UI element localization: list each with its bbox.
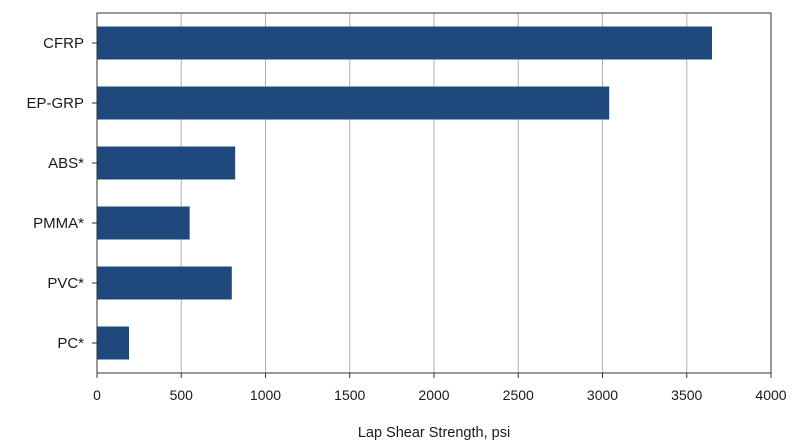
bar bbox=[97, 266, 232, 300]
x-tick-label: 2000 bbox=[418, 387, 449, 403]
x-tick-label: 0 bbox=[93, 387, 101, 403]
category-label: ABS* bbox=[48, 155, 84, 172]
bar bbox=[97, 146, 236, 180]
x-tick-label: 500 bbox=[170, 387, 194, 403]
x-tick-label: 3000 bbox=[587, 387, 618, 403]
category-label: PC* bbox=[57, 335, 84, 352]
bar bbox=[97, 86, 610, 120]
x-tick-label: 2500 bbox=[503, 387, 534, 403]
x-tick-label: 4000 bbox=[755, 387, 786, 403]
category-label: PVC* bbox=[47, 275, 84, 292]
x-axis-title: Lap Shear Strength, psi bbox=[358, 425, 510, 441]
bar bbox=[97, 326, 130, 360]
bar bbox=[97, 26, 713, 60]
category-label: PMMA* bbox=[33, 215, 84, 232]
bars bbox=[97, 26, 713, 360]
x-tick-label: 1000 bbox=[250, 387, 281, 403]
category-label: EP-GRP bbox=[26, 95, 84, 112]
x-tick-label: 3500 bbox=[671, 387, 702, 403]
category-label: CFRP bbox=[43, 35, 84, 52]
x-tick-label: 1500 bbox=[334, 387, 365, 403]
bar bbox=[97, 206, 190, 240]
x-axis-ticks: 0 500 1000 1500 2000 2500 3000 3500 4000 bbox=[93, 373, 787, 403]
gridlines bbox=[180, 13, 688, 373]
y-axis-categories: CFRP EP-GRP ABS* PMMA* PVC* PC* bbox=[26, 35, 97, 352]
